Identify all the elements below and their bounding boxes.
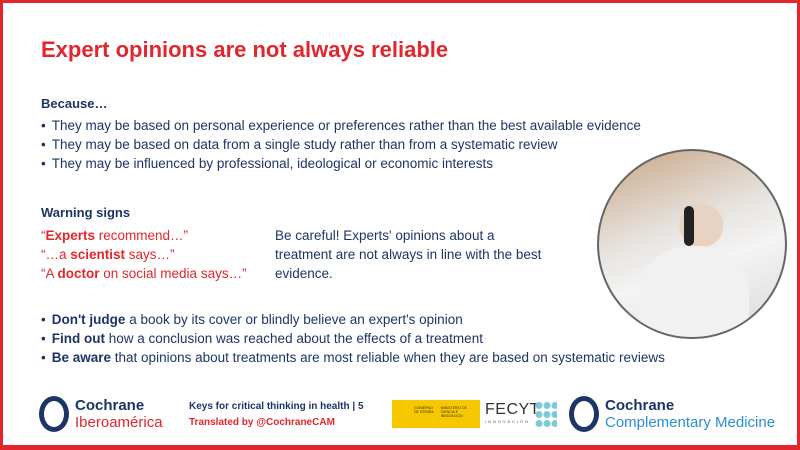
advice-list: Don't judge a book by its cover or blind… (41, 310, 665, 367)
because-heading: Because… (41, 96, 108, 111)
slide-title: Expert opinions are not always reliable (41, 37, 449, 62)
fecyt-logo: FECYT INNOVACIÓN (485, 401, 540, 424)
expert-photo (597, 149, 787, 339)
cochrane-iberoamerica-logo: Cochrane Iberoamérica (39, 396, 163, 432)
list-item: They may be based on data from a single … (41, 135, 641, 154)
list-item: Find out how a conclusion was reached ab… (41, 329, 665, 348)
quote: “Experts recommend…” (41, 228, 189, 243)
list-item: Be aware that opinions about treatments … (41, 348, 665, 367)
warning-quotes: “Experts recommend…” “…a scientist says…… (41, 226, 247, 283)
list-item: They may be influenced by professional, … (41, 154, 641, 173)
quote: “…a scientist says…” (41, 247, 175, 262)
because-list: They may be based on personal experience… (41, 116, 641, 173)
cochrane-logo-icon (39, 396, 69, 432)
fecyt-dots-icon (535, 401, 557, 427)
gobierno-logo: GOBIERNO DE ESPAÑA MINISTERIO DE CIENCIA … (392, 400, 480, 428)
warning-heading: Warning signs (41, 205, 131, 220)
list-item: They may be based on personal experience… (41, 116, 641, 135)
cochrane-logo-icon (569, 396, 599, 432)
microphone-icon (684, 206, 694, 246)
list-item: Don't judge a book by its cover or blind… (41, 310, 665, 329)
footer-series: Keys for critical thinking in health | 5… (189, 401, 364, 428)
cochrane-cam-logo: Cochrane Complementary Medicine (569, 396, 775, 432)
quote: “A doctor on social media says…” (41, 266, 247, 281)
warning-note: Be careful! Experts' opinions about a tr… (275, 228, 542, 281)
